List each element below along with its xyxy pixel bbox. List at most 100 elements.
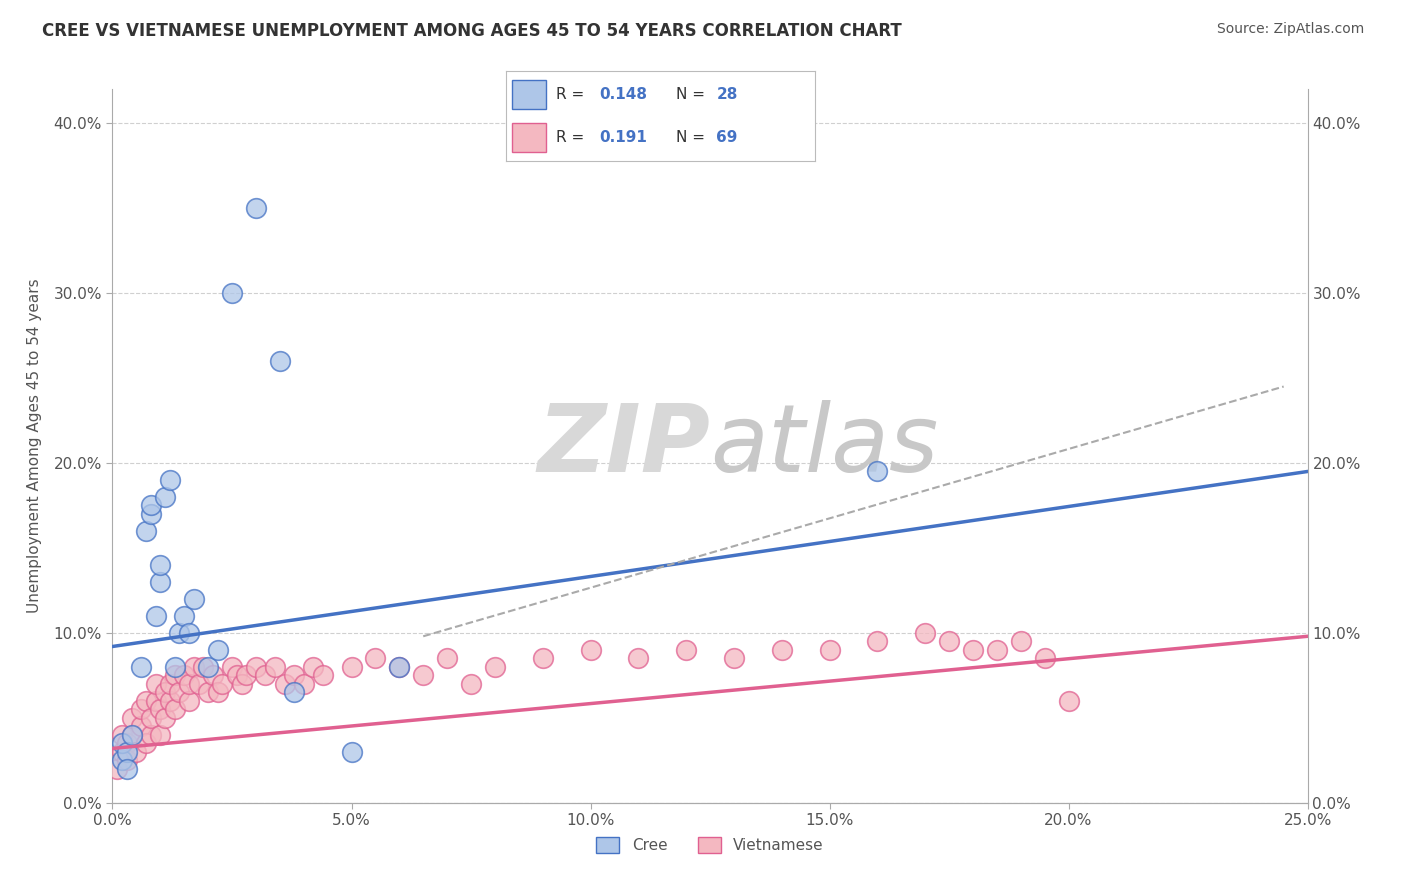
Point (115, 736, 138, 750)
Point (173, 608, 195, 623)
Text: Source: ZipAtlas.com: Source: ZipAtlas.com (1216, 22, 1364, 37)
Point (231, 677, 253, 691)
Point (436, 651, 458, 665)
Point (111, 753, 134, 767)
Point (221, 660, 243, 674)
Point (125, 745, 148, 759)
Point (938, 634, 960, 648)
Text: CREE VS VIETNAMESE UNEMPLOYMENT AMONG AGES 45 TO 54 YEARS CORRELATION CHART: CREE VS VIETNAMESE UNEMPLOYMENT AMONG AG… (42, 22, 901, 40)
Point (139, 711, 162, 725)
Point (245, 201, 267, 215)
Point (273, 677, 295, 691)
Text: 28: 28 (717, 87, 738, 102)
Point (129, 719, 152, 733)
Point (115, 745, 138, 759)
Point (818, 643, 841, 657)
Point (962, 643, 984, 657)
Point (264, 660, 287, 674)
Point (364, 651, 387, 665)
Y-axis label: Unemployment Among Ages 45 to 54 years: Unemployment Among Ages 45 to 54 years (28, 278, 42, 614)
Point (197, 685, 219, 699)
Point (627, 651, 650, 665)
Point (149, 574, 172, 589)
Point (187, 677, 209, 691)
Point (340, 660, 363, 674)
Point (207, 685, 229, 699)
Point (153, 685, 176, 699)
Point (211, 677, 233, 691)
Point (149, 558, 172, 572)
Point (183, 591, 205, 606)
Point (135, 736, 157, 750)
Point (139, 499, 162, 513)
Point (111, 728, 134, 742)
Point (340, 745, 363, 759)
Point (111, 736, 134, 750)
Text: ZIP: ZIP (537, 400, 710, 492)
Point (302, 660, 325, 674)
Point (193, 660, 215, 674)
Point (245, 660, 267, 674)
Point (412, 668, 434, 682)
Point (292, 677, 315, 691)
Point (129, 660, 152, 674)
Point (159, 473, 181, 487)
Point (770, 643, 793, 657)
Point (312, 668, 335, 682)
Text: N =: N = (676, 87, 710, 102)
Point (183, 660, 205, 674)
Point (169, 626, 191, 640)
Point (177, 694, 200, 708)
Legend: Cree, Vietnamese: Cree, Vietnamese (591, 831, 830, 859)
Point (388, 660, 411, 674)
Point (484, 660, 506, 674)
Text: 0.191: 0.191 (599, 130, 647, 145)
Bar (512, 80, 547, 109)
Point (153, 490, 176, 504)
Point (579, 643, 602, 657)
Point (121, 728, 143, 742)
Point (866, 465, 889, 479)
Point (197, 660, 219, 674)
Point (1033, 651, 1056, 665)
Point (163, 702, 186, 716)
Point (460, 677, 482, 691)
Point (177, 626, 200, 640)
Point (163, 660, 186, 674)
Point (388, 660, 411, 674)
Point (105, 762, 128, 776)
Point (159, 677, 181, 691)
Text: N =: N = (676, 130, 710, 145)
Point (254, 668, 277, 682)
Point (1010, 634, 1032, 648)
Point (531, 651, 554, 665)
Point (149, 728, 172, 742)
Text: 0.148: 0.148 (599, 87, 647, 102)
Point (115, 753, 138, 767)
Text: R =: R = (555, 130, 589, 145)
Point (135, 524, 157, 538)
Bar (512, 123, 547, 152)
Point (139, 728, 162, 742)
Point (283, 668, 305, 682)
Point (111, 745, 134, 759)
Point (129, 702, 152, 716)
Point (283, 685, 305, 699)
Point (1057, 694, 1080, 708)
Point (139, 507, 162, 521)
Text: R =: R = (555, 87, 589, 102)
Point (159, 694, 181, 708)
Point (145, 608, 167, 623)
Point (149, 702, 172, 716)
Point (145, 677, 167, 691)
Text: atlas: atlas (710, 401, 938, 491)
Point (115, 762, 138, 776)
Point (207, 643, 229, 657)
Point (201, 668, 224, 682)
Point (173, 668, 195, 682)
Text: 69: 69 (717, 130, 738, 145)
Point (121, 711, 143, 725)
Point (177, 677, 200, 691)
Point (914, 626, 936, 640)
Point (269, 354, 291, 368)
